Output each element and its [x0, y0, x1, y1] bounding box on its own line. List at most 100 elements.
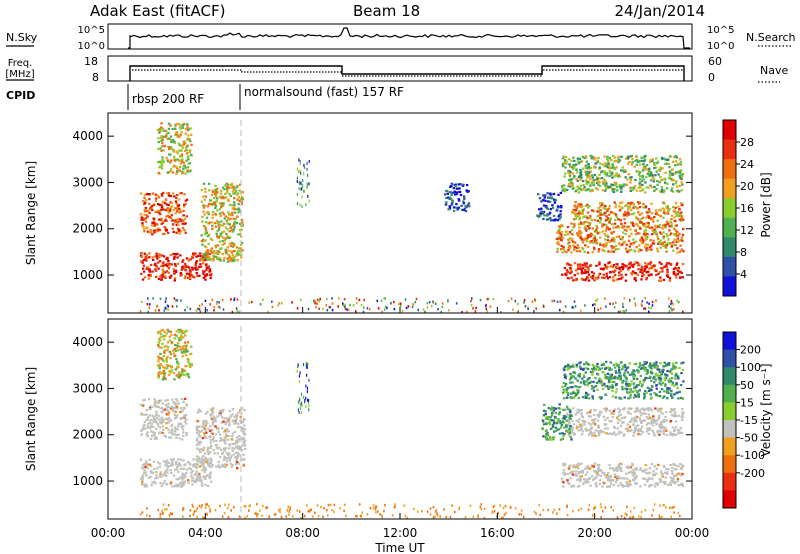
scatter-cell — [446, 192, 449, 195]
scatter-cell — [568, 173, 571, 176]
scatter-cell — [462, 200, 465, 203]
scatter-cell — [162, 275, 165, 278]
scatter-cell — [584, 383, 587, 386]
scatter-cell — [315, 305, 317, 309]
scatter-cell — [671, 472, 674, 475]
scatter-cell — [313, 301, 316, 305]
scatter-cell — [221, 253, 224, 256]
scatter-cell — [145, 259, 148, 262]
scatter-cell — [678, 276, 682, 279]
scatter-cell — [578, 477, 581, 481]
scatter-cell — [178, 135, 181, 138]
scatter-cell — [596, 176, 599, 179]
scatter-cell — [647, 274, 650, 277]
scatter-cell — [665, 187, 669, 190]
scatter-cell — [614, 370, 618, 373]
scatter-cell — [514, 299, 517, 303]
scatter-cell — [233, 222, 236, 225]
scatter-cell — [672, 210, 676, 213]
scatter-cell — [150, 419, 153, 422]
scatter-cell — [175, 167, 179, 170]
scatter-cell — [680, 211, 683, 214]
scatter-cell — [195, 425, 198, 428]
scatter-cell — [158, 367, 161, 370]
scatter-cell — [569, 377, 573, 380]
scatter-cell — [665, 468, 668, 471]
scatter-cell — [651, 229, 654, 232]
scatter-cell — [618, 201, 622, 205]
scatter-cell — [237, 203, 240, 206]
scatter-cell — [640, 278, 643, 281]
scatter-cell — [176, 221, 179, 224]
scatter-cell — [676, 237, 680, 240]
scatter-cell — [663, 429, 666, 432]
scatter-cell — [625, 380, 628, 383]
scatter-cell — [622, 309, 624, 313]
scatter-cell — [633, 477, 637, 480]
scatter-cell — [239, 247, 243, 250]
scatter-cell — [178, 339, 181, 342]
scatter-cell — [545, 204, 548, 208]
scatter-cell — [664, 246, 668, 249]
scatter-cell — [214, 206, 217, 209]
scatter-cell — [205, 436, 208, 439]
scatter-cell — [576, 478, 579, 481]
scatter-cell — [167, 465, 171, 468]
scatter-cell — [158, 166, 161, 169]
scatter-cell — [642, 224, 645, 227]
scatter-cell — [159, 399, 162, 402]
scatter-cell — [634, 240, 638, 243]
scatter-cell — [661, 420, 664, 423]
scatter-cell — [612, 236, 615, 240]
scatter-cell — [156, 467, 159, 470]
scatter-cell — [666, 207, 669, 210]
scatter-cell — [631, 462, 634, 465]
scatter-cell — [638, 163, 642, 166]
scatter-cell — [467, 202, 471, 205]
scatter-cell — [675, 185, 679, 188]
scatter-cell — [158, 131, 161, 134]
scatter-cell — [538, 214, 542, 217]
scatter-cell — [649, 184, 652, 187]
scatter-cell — [211, 210, 215, 213]
scatter-cell — [236, 215, 239, 218]
scatter-cell — [679, 170, 682, 173]
scatter-cell — [217, 221, 220, 224]
scatter-cell — [240, 202, 243, 205]
scatter-cell — [570, 276, 573, 279]
scatter-cell — [578, 475, 582, 478]
scatter-cell — [617, 407, 620, 410]
scatter-cell — [583, 375, 586, 378]
scatter-cell — [199, 448, 202, 451]
scatter-cell — [226, 235, 229, 238]
scatter-cell — [652, 180, 656, 183]
scatter-cell — [581, 179, 585, 183]
scatter-cell — [184, 350, 188, 353]
scatter-cell — [640, 421, 643, 424]
scatter-cell — [659, 421, 663, 424]
scatter-cell — [383, 297, 385, 300]
scatter-cell — [232, 229, 235, 232]
scatter-cell — [596, 277, 599, 280]
scatter-cell — [231, 211, 234, 214]
scatter-cell — [217, 430, 220, 434]
scatter-cell — [681, 484, 685, 487]
scatter-cell — [668, 380, 671, 383]
scatter-cell — [616, 477, 619, 480]
nsky-trace — [128, 27, 690, 49]
scatter-cell — [623, 264, 626, 267]
scatter-cell — [597, 366, 600, 369]
scatter-cell — [570, 251, 573, 254]
scatter-cell — [617, 158, 620, 161]
scatter-cell — [178, 169, 182, 172]
scatter-cell — [177, 402, 180, 405]
scatter-cell — [614, 203, 618, 206]
scatter-cell — [307, 307, 310, 311]
scatter-cell — [584, 268, 587, 272]
scatter-cell — [228, 230, 231, 233]
scatter-cell — [199, 450, 202, 454]
scatter-cell — [632, 372, 635, 375]
scatter-cell — [237, 435, 241, 438]
scatter-cell — [587, 225, 590, 228]
scatter-cell — [670, 306, 672, 310]
